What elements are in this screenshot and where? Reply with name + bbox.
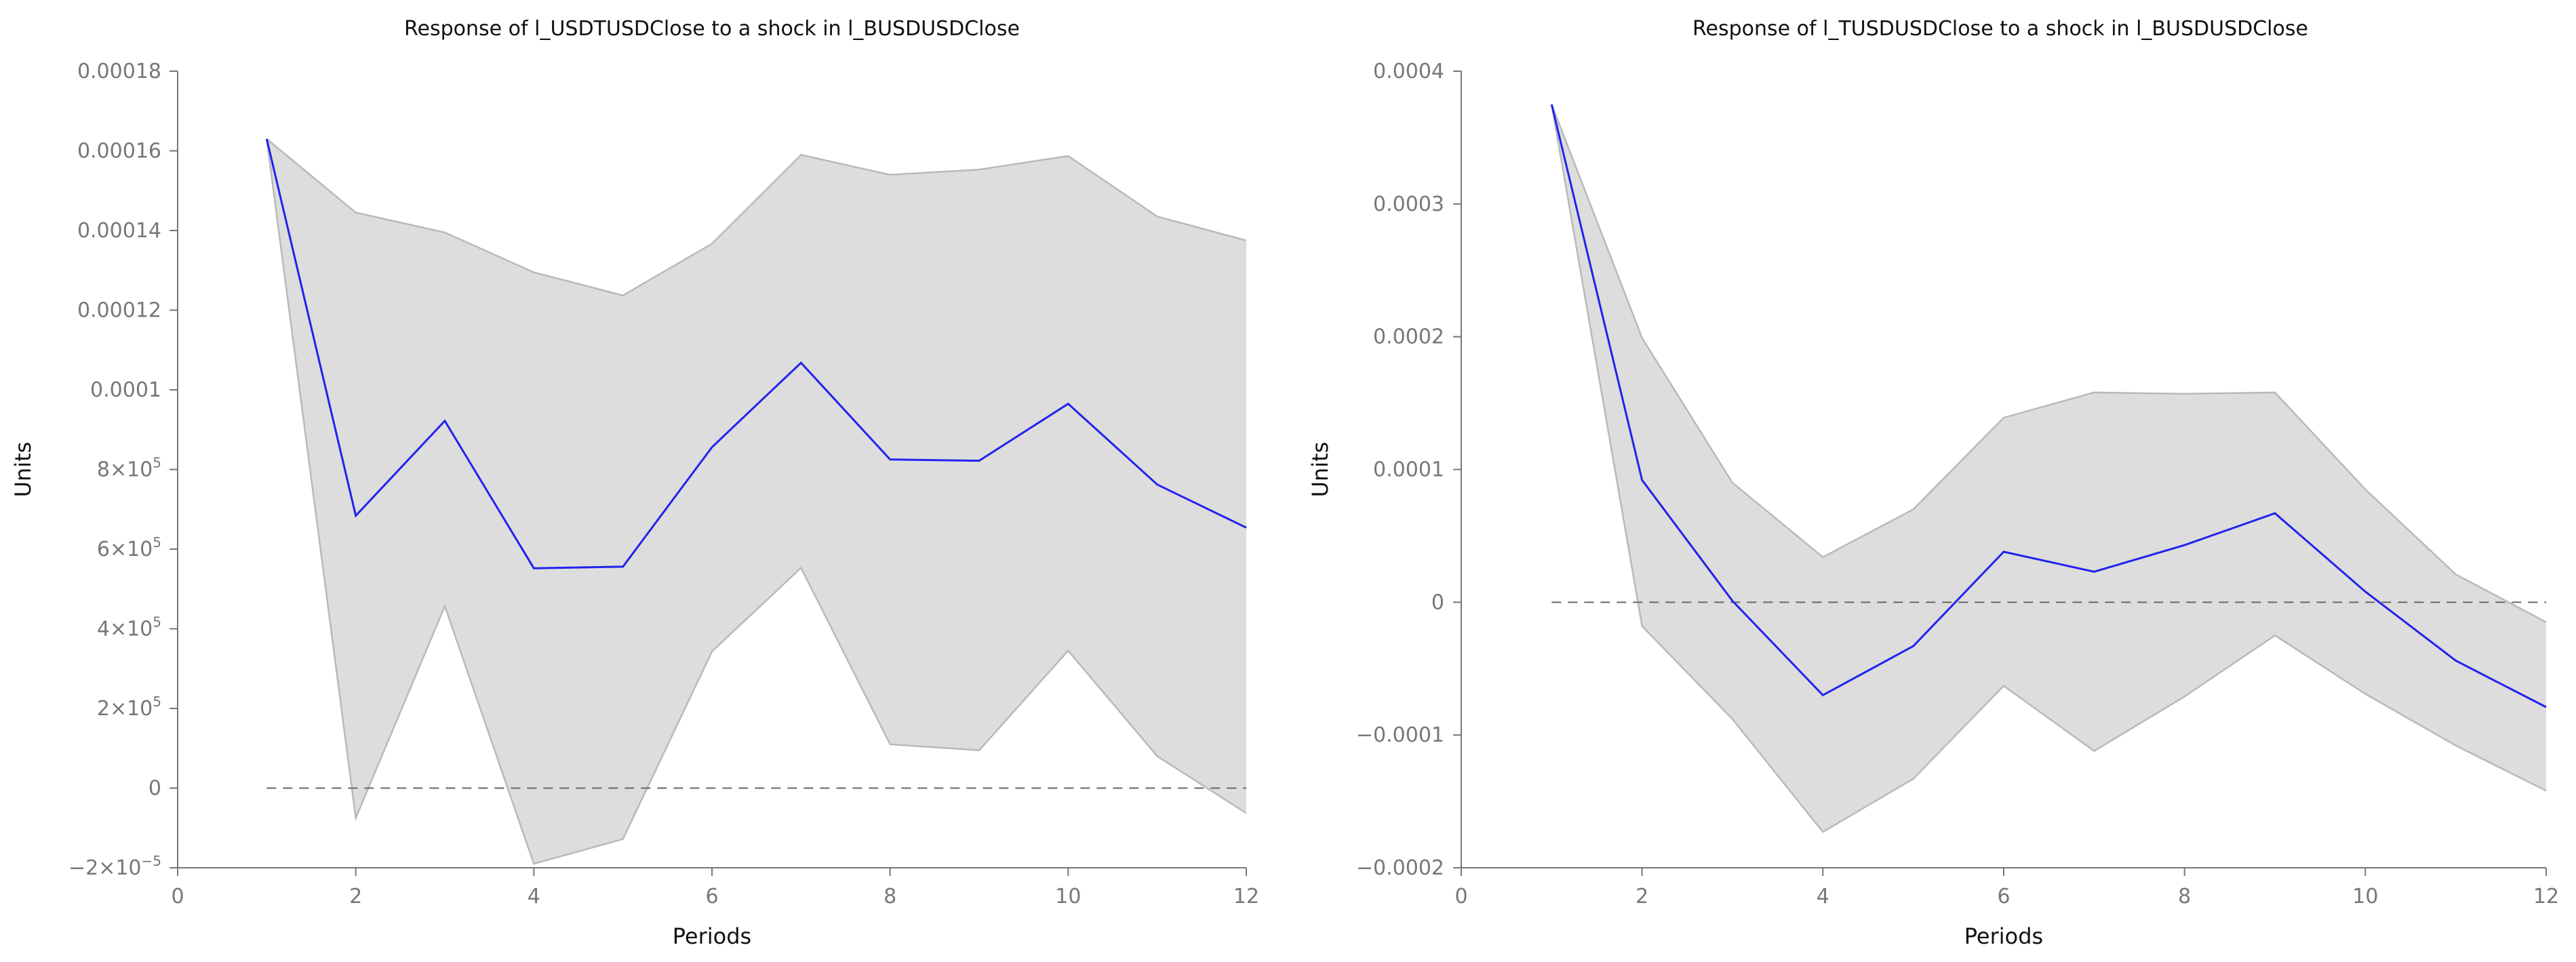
y-tick-label: 0.00012	[77, 299, 161, 323]
x-tick-label: 4	[1817, 885, 1829, 908]
upper-bound-line	[266, 138, 1247, 297]
impulse-response-line	[1550, 104, 2547, 708]
x-tick-label: 0	[1454, 885, 1467, 908]
y-axis-label: Units	[10, 442, 36, 498]
x-tick-label: 0	[171, 885, 184, 908]
y-tick-label: 0.0004	[1373, 60, 1444, 83]
y-tick-label: 0	[148, 777, 161, 801]
y-tick-label: 0.0002	[1373, 325, 1444, 349]
x-tick-label: 8	[884, 885, 896, 908]
lower-bound-line	[1551, 104, 2547, 833]
x-tick-label: 6	[705, 885, 718, 908]
x-axis-label: Periods	[673, 923, 751, 949]
confidence-band	[1551, 104, 2546, 833]
x-axis-label: Periods	[1964, 923, 2043, 949]
x-tick-label: 8	[2178, 885, 2191, 908]
y-tick-label: 0.00014	[77, 219, 161, 243]
chart-panel-usdt: 0 2 4 6 8 10 12 −2×10−5 0 2×105 4×105 6×105 8×105 0.0…	[10, 17, 1259, 949]
x-tick-label: 2	[349, 885, 362, 908]
x-tick-label: 10	[2352, 885, 2378, 908]
y-tick-label: 0.00018	[77, 60, 161, 83]
y-tick-label: 0.0001	[90, 378, 161, 402]
y-tick-label: 0.0003	[1373, 193, 1444, 216]
y-tick-label: −2×10−5	[68, 853, 161, 880]
y-tick-label: 4×105	[97, 614, 161, 641]
x-tick-label: 6	[1997, 885, 2010, 908]
impulse-response-line	[265, 138, 1247, 569]
confidence-band	[266, 138, 1246, 864]
y-axis-label: Units	[1307, 442, 1333, 498]
y-tick-label: 0.0001	[1373, 458, 1444, 482]
x-tick-label: 12	[1233, 885, 1259, 908]
y-tick-label: 0.00016	[77, 140, 161, 163]
chart-panel-tusd: 0 2 4 6 8 10 12 −0.0002 −0.0001 0 0.0001 0.0002 0.00…	[1307, 17, 2559, 949]
y-tick-label: 8×105	[97, 455, 161, 482]
x-tick-label: 4	[528, 885, 540, 908]
x-tick-label: 10	[1055, 885, 1081, 908]
lower-bound-line	[266, 138, 1247, 865]
chart-title: Response of l_TUSDUSDClose to a shock in…	[1692, 17, 2308, 41]
y-tick-label: 6×105	[97, 534, 161, 561]
y-tick-label: 0	[1431, 590, 1444, 614]
y-tick-label: −0.0002	[1356, 856, 1444, 880]
chart-title: Response of l_USDTUSDClose to a shock in…	[404, 17, 1020, 41]
x-tick-label: 12	[2533, 885, 2559, 908]
y-tick-label: −0.0001	[1356, 723, 1444, 747]
x-tick-label: 2	[1636, 885, 1648, 908]
upper-bound-line	[1551, 104, 2547, 623]
y-tick-label: 2×105	[97, 694, 161, 721]
